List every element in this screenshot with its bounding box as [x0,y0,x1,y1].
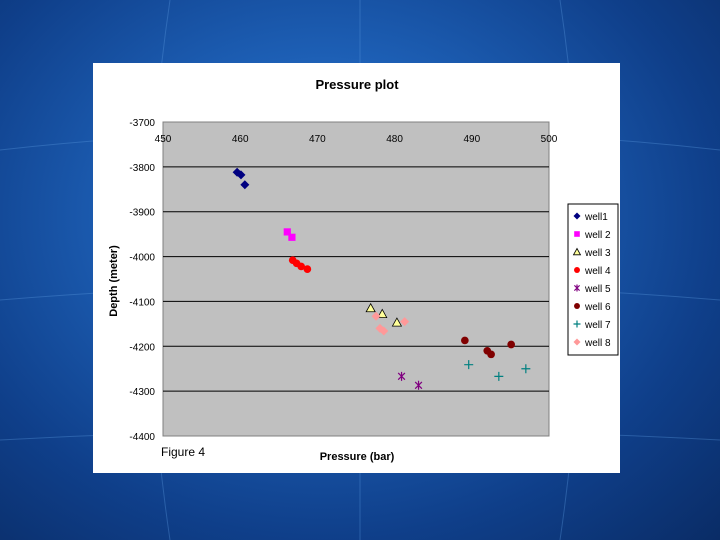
legend-marker [574,303,580,309]
plot-area [162,121,550,437]
legend-label: well 4 [584,266,611,277]
legend-marker [574,231,580,237]
x-tick-label: 480 [386,134,403,145]
grid-lines [163,166,549,392]
legend-marker [573,320,581,328]
legend-label: well 2 [584,230,611,241]
legend-marker [572,247,582,256]
chart-title: Pressure plot [315,77,399,92]
y-tick-labels: -3700 -3800 -3900 -4000 -4100 -4200 -4300 -4400 [129,118,155,443]
pressure-plot-chart: Pressure plot 450 460 470 480 490 500 -3700-3… [108,77,619,463]
chart-panel: Pressure plot 450 460 470 480 490 500 -3700 -3… [93,63,620,473]
data-point [464,360,474,370]
data-point [391,317,403,327]
legend-label: well 6 [584,302,611,313]
data-point [379,326,389,336]
y-tick-label: -4200 [129,342,155,353]
legend-marker [573,212,581,220]
y-tick-label: -4300 [129,387,155,398]
x-tick-label: 460 [232,134,249,145]
data-point [397,371,406,381]
data-point [487,350,495,359]
y-tick-label: -4100 [129,297,155,308]
legend-marker [574,267,580,273]
data-point [371,311,381,321]
legend-label: well 7 [584,320,611,331]
legend-marker [573,338,581,346]
series-well-6 [461,336,515,359]
x-tick-label: 470 [309,134,326,145]
data-point [461,336,469,345]
legend-label: well 8 [584,338,611,349]
series-well-2 [283,228,296,241]
y-tick-label: -3800 [129,163,155,174]
x-tick-label: 500 [541,134,558,145]
data-point [297,262,306,271]
series-well-5 [397,371,423,390]
y-tick-label: -4400 [129,432,155,443]
y-axis-label: Depth (meter) [108,245,120,317]
legend-marker [573,284,581,292]
x-tick-label: 490 [463,134,480,145]
data-point [240,180,250,190]
legend-label: well1 [584,212,608,223]
legend-label: well 5 [584,284,611,295]
data-point [377,308,388,318]
data-point [400,317,410,327]
data-point [283,228,291,236]
data-points [232,167,531,390]
legend-box [567,203,619,356]
data-point [494,371,504,381]
series-well-3 [365,302,403,327]
series-well1 [232,167,250,190]
data-point [236,170,246,180]
legend-label: well 3 [584,248,611,259]
data-point [507,340,515,349]
data-point [303,265,312,273]
series-well-7 [464,360,531,381]
y-tick-label: -3900 [129,208,155,219]
legend: well1 well 2 well 3 well 4 well 5 well 6 well … [567,203,619,356]
x-axis-label: Pressure (bar) [320,451,395,463]
series-well-4 [288,256,312,273]
data-point [414,380,423,390]
series-well-8 [371,311,410,336]
data-point [365,302,376,313]
x-tick-labels: 450 460 470 480 490 500 [155,134,558,145]
data-point [288,233,296,241]
data-point [521,364,531,374]
x-tick-label: 450 [155,134,172,145]
y-tick-label: -3700 [129,118,155,129]
figure-caption: Figure 4 [161,445,205,459]
y-tick-label: -4000 [129,253,155,264]
